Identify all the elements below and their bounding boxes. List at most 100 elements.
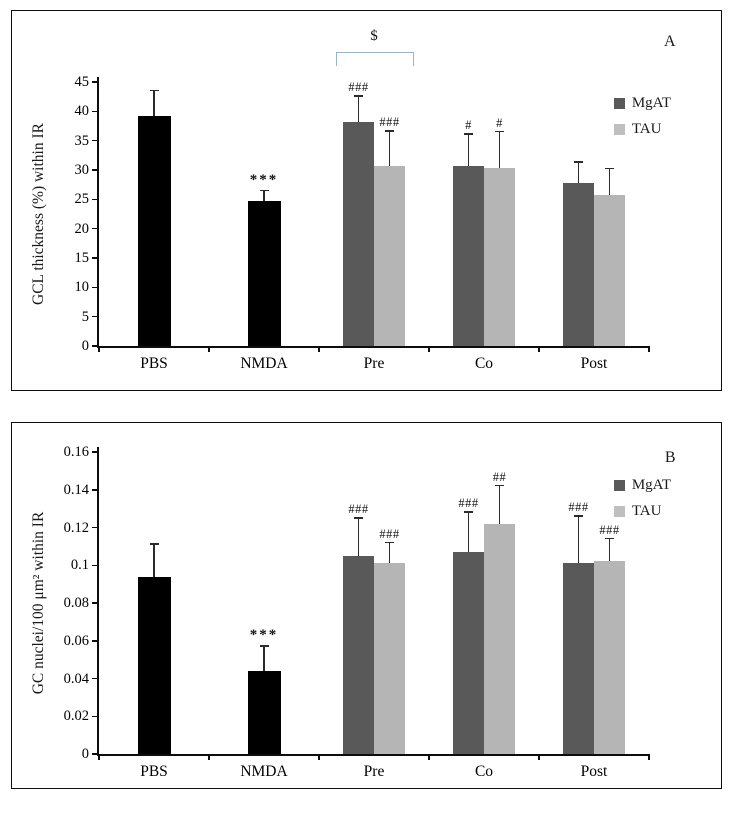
comparison-bracket <box>336 52 414 66</box>
significance-annotation: *** <box>249 627 279 644</box>
legend-item-tau: TAU <box>613 503 671 520</box>
x-category-label: Post <box>580 763 608 780</box>
tau-swatch-icon <box>613 124 625 135</box>
x-category-label: Pre <box>363 355 385 372</box>
significance-annotation: ### <box>458 496 479 511</box>
y-tick-label: 0.06 <box>63 632 89 649</box>
y-tick-label: 15 <box>74 250 90 266</box>
y-tick-label: 0 <box>81 746 89 762</box>
y-tick <box>92 110 99 113</box>
error-bar-cap <box>464 511 473 513</box>
error-bar-cap <box>605 537 614 540</box>
significance-annotation: ### <box>348 80 369 95</box>
y-tick <box>92 315 99 318</box>
error-bar-cap <box>495 130 504 133</box>
x-category-label: Pre <box>363 763 385 780</box>
x-axis-line <box>97 346 649 348</box>
error-bar-cap <box>385 130 394 132</box>
x-tick <box>98 346 100 352</box>
error-bar-cap <box>354 517 363 519</box>
error-bar <box>467 134 470 166</box>
error-bar-cap <box>259 189 269 192</box>
y-tick-label: 40 <box>74 103 90 120</box>
y-tick <box>92 715 99 717</box>
x-tick <box>318 754 320 760</box>
significance-annotation: # <box>496 115 503 130</box>
y-tick <box>92 139 99 142</box>
y-tick <box>92 753 99 755</box>
x-category-label: Co <box>474 355 494 372</box>
legend-item-mgat: MgAT <box>613 95 671 112</box>
x-tick <box>318 346 320 352</box>
legend-label: TAU <box>631 503 662 519</box>
error-bar <box>498 131 501 168</box>
error-bar <box>263 646 265 671</box>
panel-a-gcl-thickness-chart: A MgAT TAU GCL thickness (%) within IR 45 40 3… <box>11 10 722 391</box>
error-bar <box>388 131 391 166</box>
significance-annotation: ### <box>379 526 400 541</box>
co-tau-bar <box>484 167 515 346</box>
y-tick <box>92 81 99 83</box>
error-bar <box>153 90 155 117</box>
y-axis-title: GCL thickness (%) within IR <box>30 123 47 305</box>
y-tick-label: 0.12 <box>63 519 89 536</box>
y-tick-label: 25 <box>74 191 90 208</box>
x-tick <box>648 346 650 352</box>
legend-label: MgAT <box>631 95 671 111</box>
error-bar <box>498 485 501 524</box>
x-category-label: NMDA <box>240 763 288 780</box>
y-tick <box>92 602 99 604</box>
error-bar-cap <box>149 543 159 545</box>
error-bar-cap <box>149 89 159 92</box>
pre-mgat-bar <box>343 555 374 754</box>
y-tick-label: 0.16 <box>63 444 89 460</box>
y-tick-label: 45 <box>74 74 90 90</box>
error-bar-cap <box>354 95 363 97</box>
y-tick <box>92 489 99 491</box>
error-bar <box>153 544 155 577</box>
x-category-label: PBS <box>140 355 168 372</box>
x-category-label: PBS <box>140 763 168 780</box>
x-tick <box>428 754 430 760</box>
legend-label: MgAT <box>631 477 671 493</box>
pre-mgat-bar <box>343 121 374 346</box>
tau-swatch-icon <box>613 506 625 517</box>
y-tick <box>92 677 99 680</box>
post-tau-bar <box>594 195 625 346</box>
y-tick-label: 0.08 <box>63 595 89 611</box>
x-tick <box>538 346 540 352</box>
legend: MgAT TAU <box>613 477 671 529</box>
y-tick <box>92 451 99 453</box>
mgat-swatch-icon <box>613 480 625 491</box>
y-tick <box>92 198 99 201</box>
y-tick-label: 20 <box>74 220 90 237</box>
co-mgat-bar <box>453 552 484 754</box>
error-bar-cap <box>385 541 394 544</box>
x-tick <box>538 754 540 760</box>
error-bar-cap <box>259 645 269 647</box>
y-tick <box>92 564 99 566</box>
error-bar <box>467 512 470 553</box>
error-bar-cap <box>605 167 614 170</box>
error-bar <box>608 168 611 196</box>
legend-item-tau: TAU <box>613 121 671 138</box>
x-category-label: Co <box>474 763 494 780</box>
post-mgat-bar <box>563 563 594 754</box>
y-tick <box>92 640 99 642</box>
panel-label: A <box>663 33 676 50</box>
error-bar <box>388 542 391 564</box>
error-bar <box>357 96 360 122</box>
error-bar <box>577 162 580 183</box>
y-tick-label: 30 <box>74 162 90 178</box>
y-tick-label: 0.04 <box>63 670 89 687</box>
legend-label: TAU <box>631 121 662 137</box>
legend-item-mgat: MgAT <box>613 477 671 494</box>
significance-annotation: ### <box>348 502 369 517</box>
y-tick-label: 5 <box>81 308 89 325</box>
panel-label: B <box>664 449 676 466</box>
error-bar <box>357 518 360 556</box>
significance-annotation: ## <box>492 469 507 484</box>
error-bar <box>577 516 580 564</box>
mgat-swatch-icon <box>613 98 625 109</box>
significance-annotation: # <box>465 118 472 133</box>
